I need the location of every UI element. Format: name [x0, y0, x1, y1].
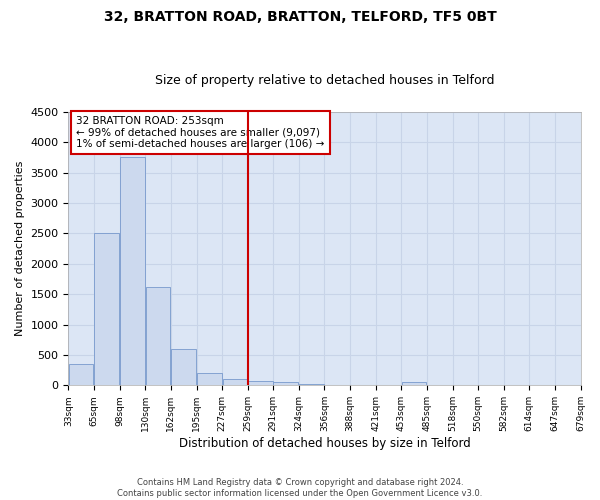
Bar [69, 364, 94, 386]
Bar [325, 384, 350, 386]
Text: Contains HM Land Registry data © Crown copyright and database right 2024.
Contai: Contains HM Land Registry data © Crown c… [118, 478, 482, 498]
Bar [120, 158, 145, 386]
Bar [146, 286, 170, 386]
Bar [273, 382, 298, 386]
Text: 32, BRATTON ROAD, BRATTON, TELFORD, TF5 0BT: 32, BRATTON ROAD, BRATTON, TELFORD, TF5 … [104, 10, 496, 24]
Bar [299, 384, 324, 386]
Bar [94, 234, 119, 386]
Bar [223, 380, 247, 386]
Bar [248, 381, 272, 386]
Bar [401, 382, 427, 386]
Title: Size of property relative to detached houses in Telford: Size of property relative to detached ho… [155, 74, 494, 87]
Bar [171, 349, 196, 386]
X-axis label: Distribution of detached houses by size in Telford: Distribution of detached houses by size … [179, 437, 470, 450]
Bar [197, 373, 222, 386]
Text: 32 BRATTON ROAD: 253sqm
← 99% of detached houses are smaller (9,097)
1% of semi-: 32 BRATTON ROAD: 253sqm ← 99% of detache… [76, 116, 325, 149]
Y-axis label: Number of detached properties: Number of detached properties [15, 161, 25, 336]
